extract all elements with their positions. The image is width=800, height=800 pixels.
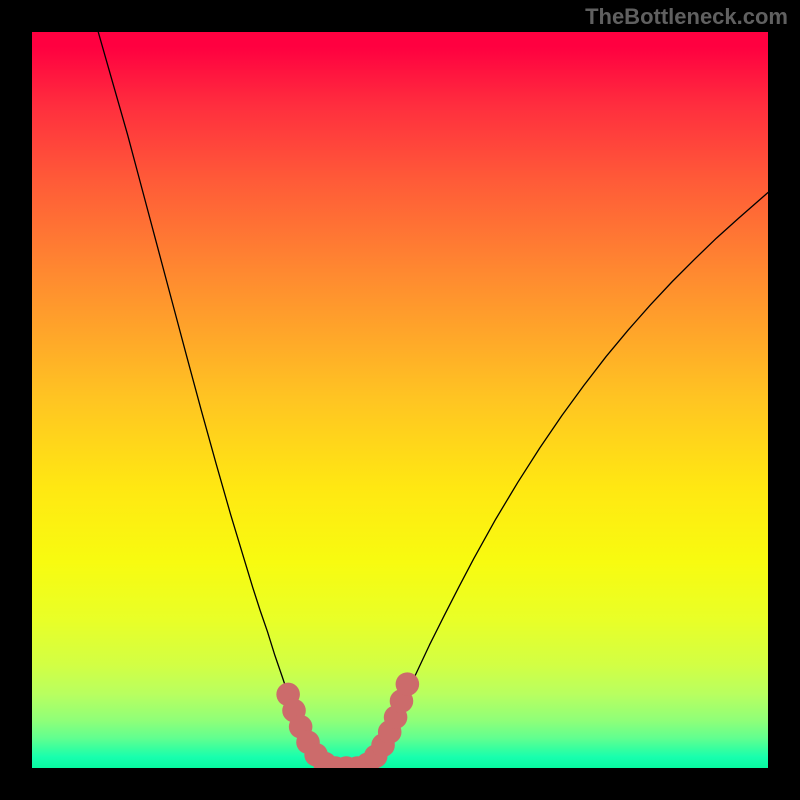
plot-area (32, 32, 768, 768)
chart-container: TheBottleneck.com (0, 0, 800, 800)
gradient-background (32, 32, 768, 768)
watermark-text: TheBottleneck.com (585, 4, 788, 30)
plot-svg (32, 32, 768, 768)
marker-dot (396, 672, 420, 696)
